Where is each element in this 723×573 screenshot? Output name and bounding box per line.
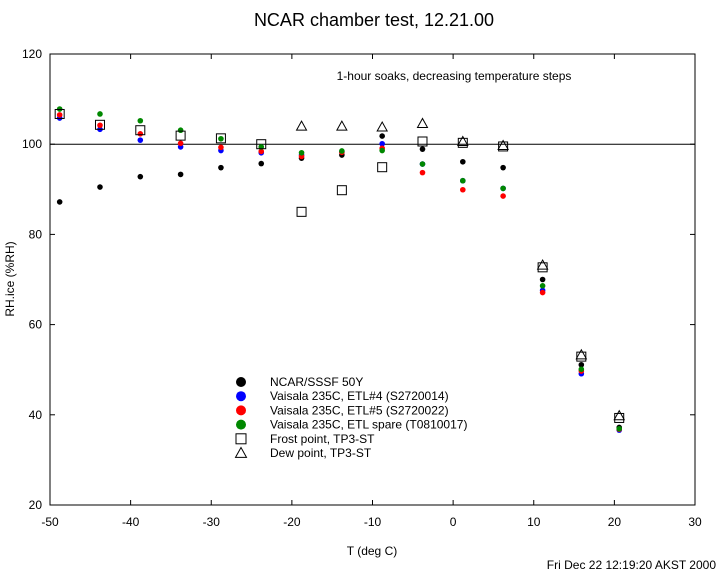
data-point bbox=[295, 120, 308, 131]
x-tick-label: 10 bbox=[527, 515, 541, 529]
data-point bbox=[215, 133, 226, 144]
data-point bbox=[417, 136, 428, 147]
data-point bbox=[377, 162, 388, 173]
data-point bbox=[56, 112, 63, 118]
data-point bbox=[336, 185, 347, 196]
data-point bbox=[97, 184, 103, 190]
data-point bbox=[97, 111, 103, 117]
data-point bbox=[539, 283, 546, 289]
y-axis-label: RH.ice (%RH) bbox=[3, 241, 17, 316]
timestamp: Fri Dec 22 12:19:20 AKST 2000 bbox=[547, 558, 717, 572]
legend-marker bbox=[236, 419, 246, 430]
data-point bbox=[94, 119, 105, 130]
data-point bbox=[97, 122, 103, 129]
data-point bbox=[379, 133, 385, 139]
data-point bbox=[256, 139, 267, 150]
data-point bbox=[576, 351, 587, 362]
data-point bbox=[379, 147, 385, 154]
data-point bbox=[177, 171, 184, 178]
data-point bbox=[339, 148, 345, 154]
legend-label: Dew point, TP3-ST bbox=[270, 446, 372, 460]
x-tick-label: 0 bbox=[450, 515, 457, 529]
legend-label: NCAR/SSSF 50Y bbox=[270, 375, 363, 389]
data-point bbox=[177, 140, 184, 147]
legend-label: Vaisala 235C, ETL#4 (S2720014) bbox=[270, 389, 449, 403]
data-point bbox=[460, 158, 466, 165]
data-point bbox=[258, 148, 265, 155]
y-tick-label: 80 bbox=[29, 227, 43, 241]
legend-label: Vaisala 235C, ETL#5 (S2720022) bbox=[270, 403, 449, 417]
legend-marker bbox=[236, 405, 246, 416]
data-point bbox=[578, 366, 585, 373]
data-point bbox=[298, 149, 305, 156]
chart-annotation: 1-hour soaks, decreasing temperature ste… bbox=[337, 69, 572, 83]
data-point bbox=[500, 193, 506, 199]
data-point bbox=[614, 412, 625, 423]
data-point bbox=[613, 409, 626, 421]
data-point bbox=[419, 161, 426, 167]
x-tick-label: -10 bbox=[364, 515, 382, 529]
data-point bbox=[537, 262, 548, 273]
legend-label: Frost point, TP3-ST bbox=[270, 432, 375, 446]
data-point bbox=[616, 425, 623, 432]
data-point bbox=[500, 164, 506, 171]
data-point bbox=[218, 164, 224, 171]
data-point bbox=[419, 146, 426, 152]
data-point bbox=[578, 361, 585, 368]
legend-label: Vaisala 235C, ETL spare (T0810017) bbox=[270, 418, 467, 432]
data-point bbox=[500, 185, 506, 192]
data-point bbox=[379, 140, 385, 147]
data-point bbox=[175, 130, 186, 141]
series-3 bbox=[56, 106, 623, 432]
y-tick-label: 100 bbox=[22, 137, 42, 151]
data-point bbox=[137, 137, 144, 143]
data-point bbox=[336, 120, 348, 131]
data-point bbox=[536, 259, 549, 270]
data-point bbox=[218, 144, 224, 151]
data-point bbox=[498, 141, 509, 152]
data-point bbox=[497, 139, 509, 151]
data-point bbox=[460, 186, 466, 193]
legend-marker bbox=[236, 377, 246, 387]
data-point bbox=[296, 206, 307, 217]
data-point bbox=[177, 127, 184, 134]
data-point bbox=[460, 177, 466, 184]
x-axis-label: T (deg C) bbox=[347, 544, 397, 558]
data-point bbox=[539, 289, 546, 296]
data-point bbox=[457, 137, 468, 148]
data-point bbox=[137, 117, 144, 124]
x-tick-label: 30 bbox=[688, 515, 702, 529]
data-point bbox=[218, 135, 224, 142]
x-tick-label: -30 bbox=[203, 515, 221, 529]
data-point bbox=[56, 199, 63, 205]
x-tick-label: -20 bbox=[283, 515, 301, 529]
data-point bbox=[258, 160, 265, 167]
x-tick-label: -40 bbox=[122, 515, 140, 529]
y-tick-label: 40 bbox=[29, 408, 43, 422]
legend-marker bbox=[235, 433, 247, 445]
y-tick-label: 20 bbox=[29, 498, 43, 512]
legend-marker bbox=[234, 446, 248, 458]
data-point bbox=[137, 131, 144, 137]
x-tick-label: 20 bbox=[608, 515, 622, 529]
y-tick-label: 60 bbox=[29, 318, 43, 332]
data-point bbox=[419, 169, 426, 176]
x-tick-label: -50 bbox=[41, 515, 59, 529]
data-point bbox=[575, 348, 588, 360]
y-tick-label: 120 bbox=[22, 47, 42, 61]
data-point bbox=[137, 173, 144, 180]
legend-marker bbox=[236, 391, 246, 402]
data-point bbox=[539, 276, 546, 283]
series-5 bbox=[295, 117, 626, 421]
data-point bbox=[54, 108, 65, 119]
chart-title: NCAR chamber test, 12.21.00 bbox=[254, 10, 494, 30]
data-point bbox=[135, 125, 146, 136]
data-point bbox=[416, 117, 429, 128]
data-point bbox=[376, 121, 389, 132]
data-point bbox=[456, 135, 469, 146]
